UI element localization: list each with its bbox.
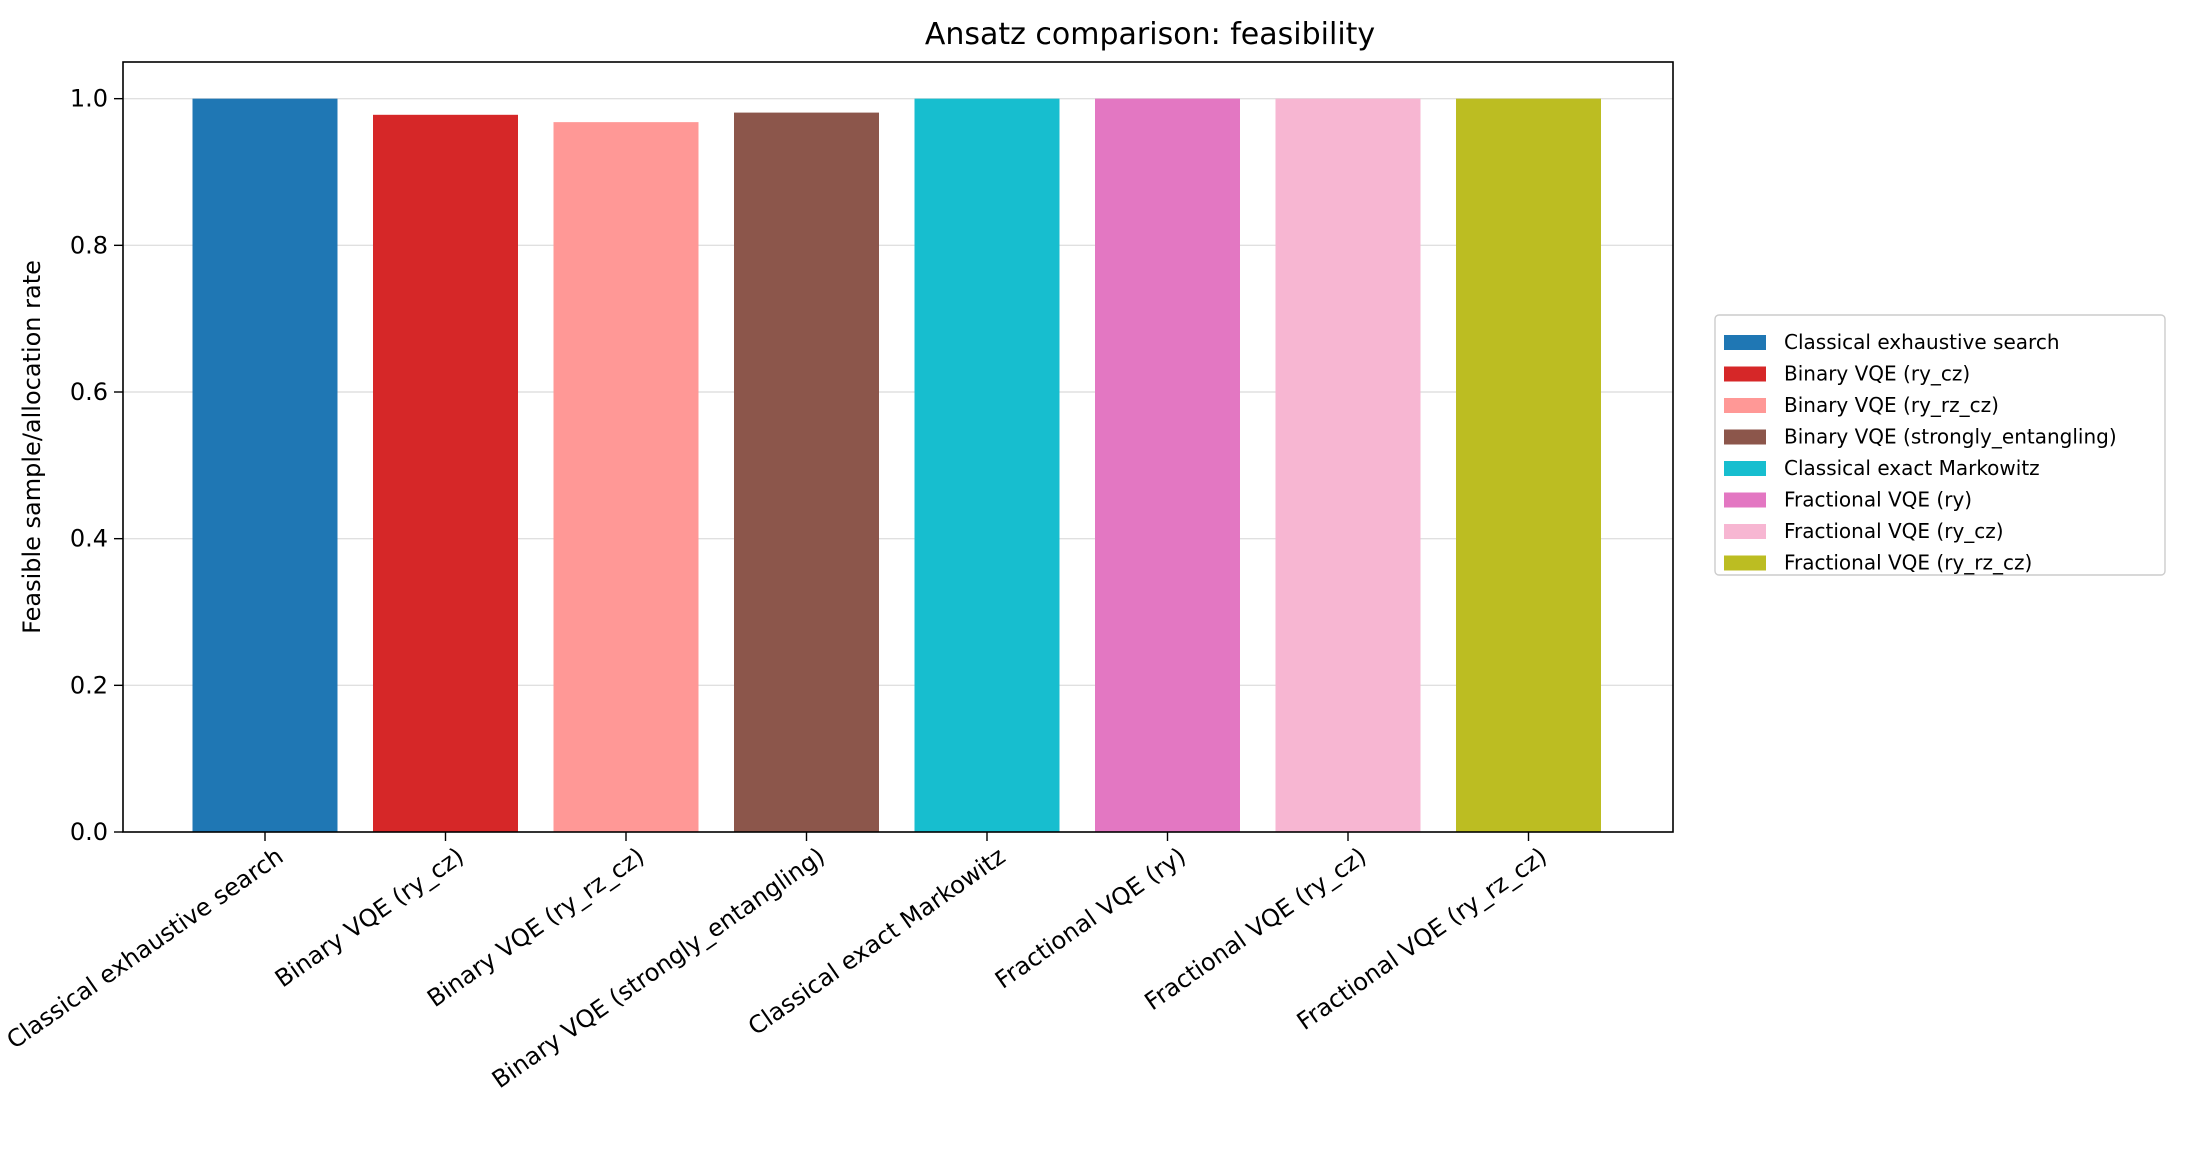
legend-swatch — [1724, 429, 1766, 445]
bar — [553, 122, 699, 833]
x-tick-label: Classical exhaustive search — [2, 842, 289, 1055]
y-axis: 0.0 0.2 0.4 0.6 0.8 1.0 — [70, 85, 123, 846]
y-tick-label: 0.6 — [70, 378, 108, 406]
x-tick-label: Binary VQE (ry_cz) — [270, 842, 469, 993]
x-tick-label: Fractional VQE (ry) — [990, 842, 1191, 994]
legend-swatch — [1724, 366, 1766, 382]
legend-swatch — [1724, 461, 1766, 476]
bar — [1095, 98, 1240, 832]
x-tick-label: Binary VQE (strongly_entangling) — [487, 842, 830, 1094]
bar — [373, 114, 518, 833]
legend-item: Fractional VQE (ry_cz) — [1784, 519, 2004, 543]
legend-swatch — [1724, 398, 1766, 413]
plot-frame — [122, 61, 1674, 833]
legend-item: Fractional VQE (ry_rz_cz) — [1784, 551, 2032, 575]
bars — [192, 98, 1601, 833]
bar — [1456, 98, 1601, 832]
chart-title: Ansatz comparison: feasibility — [925, 17, 1375, 52]
legend-item: Classical exact Markowitz — [1784, 456, 2040, 480]
legend-swatch — [1724, 555, 1766, 571]
legend-swatch — [1724, 524, 1766, 539]
y-tick-label: 0.4 — [70, 525, 108, 553]
bar — [734, 112, 879, 833]
legend-box — [1714, 314, 2166, 576]
legend-item: Binary VQE (ry_rz_cz) — [1784, 393, 1999, 417]
legend: Classical exhaustive search Binary VQE (r… — [1714, 314, 2166, 576]
bar — [192, 98, 338, 832]
legend-item: Binary VQE (ry_cz) — [1784, 362, 1970, 386]
legend-item: Binary VQE (strongly_entangling) — [1784, 425, 2117, 449]
y-axis-label: Feasible sample/allocation rate — [18, 260, 46, 634]
y-tick-label: 1.0 — [70, 85, 108, 113]
bar — [1275, 98, 1421, 832]
legend-swatch — [1724, 335, 1766, 350]
y-tick-label: 0.0 — [70, 818, 108, 846]
bar — [914, 98, 1060, 832]
legend-swatch — [1724, 492, 1766, 508]
legend-item: Classical exhaustive search — [1784, 330, 2060, 354]
y-tick-label: 0.8 — [70, 231, 108, 259]
y-tick-label: 0.2 — [70, 671, 108, 699]
legend-item: Fractional VQE (ry) — [1784, 488, 1972, 512]
gridlines — [123, 97, 1673, 687]
